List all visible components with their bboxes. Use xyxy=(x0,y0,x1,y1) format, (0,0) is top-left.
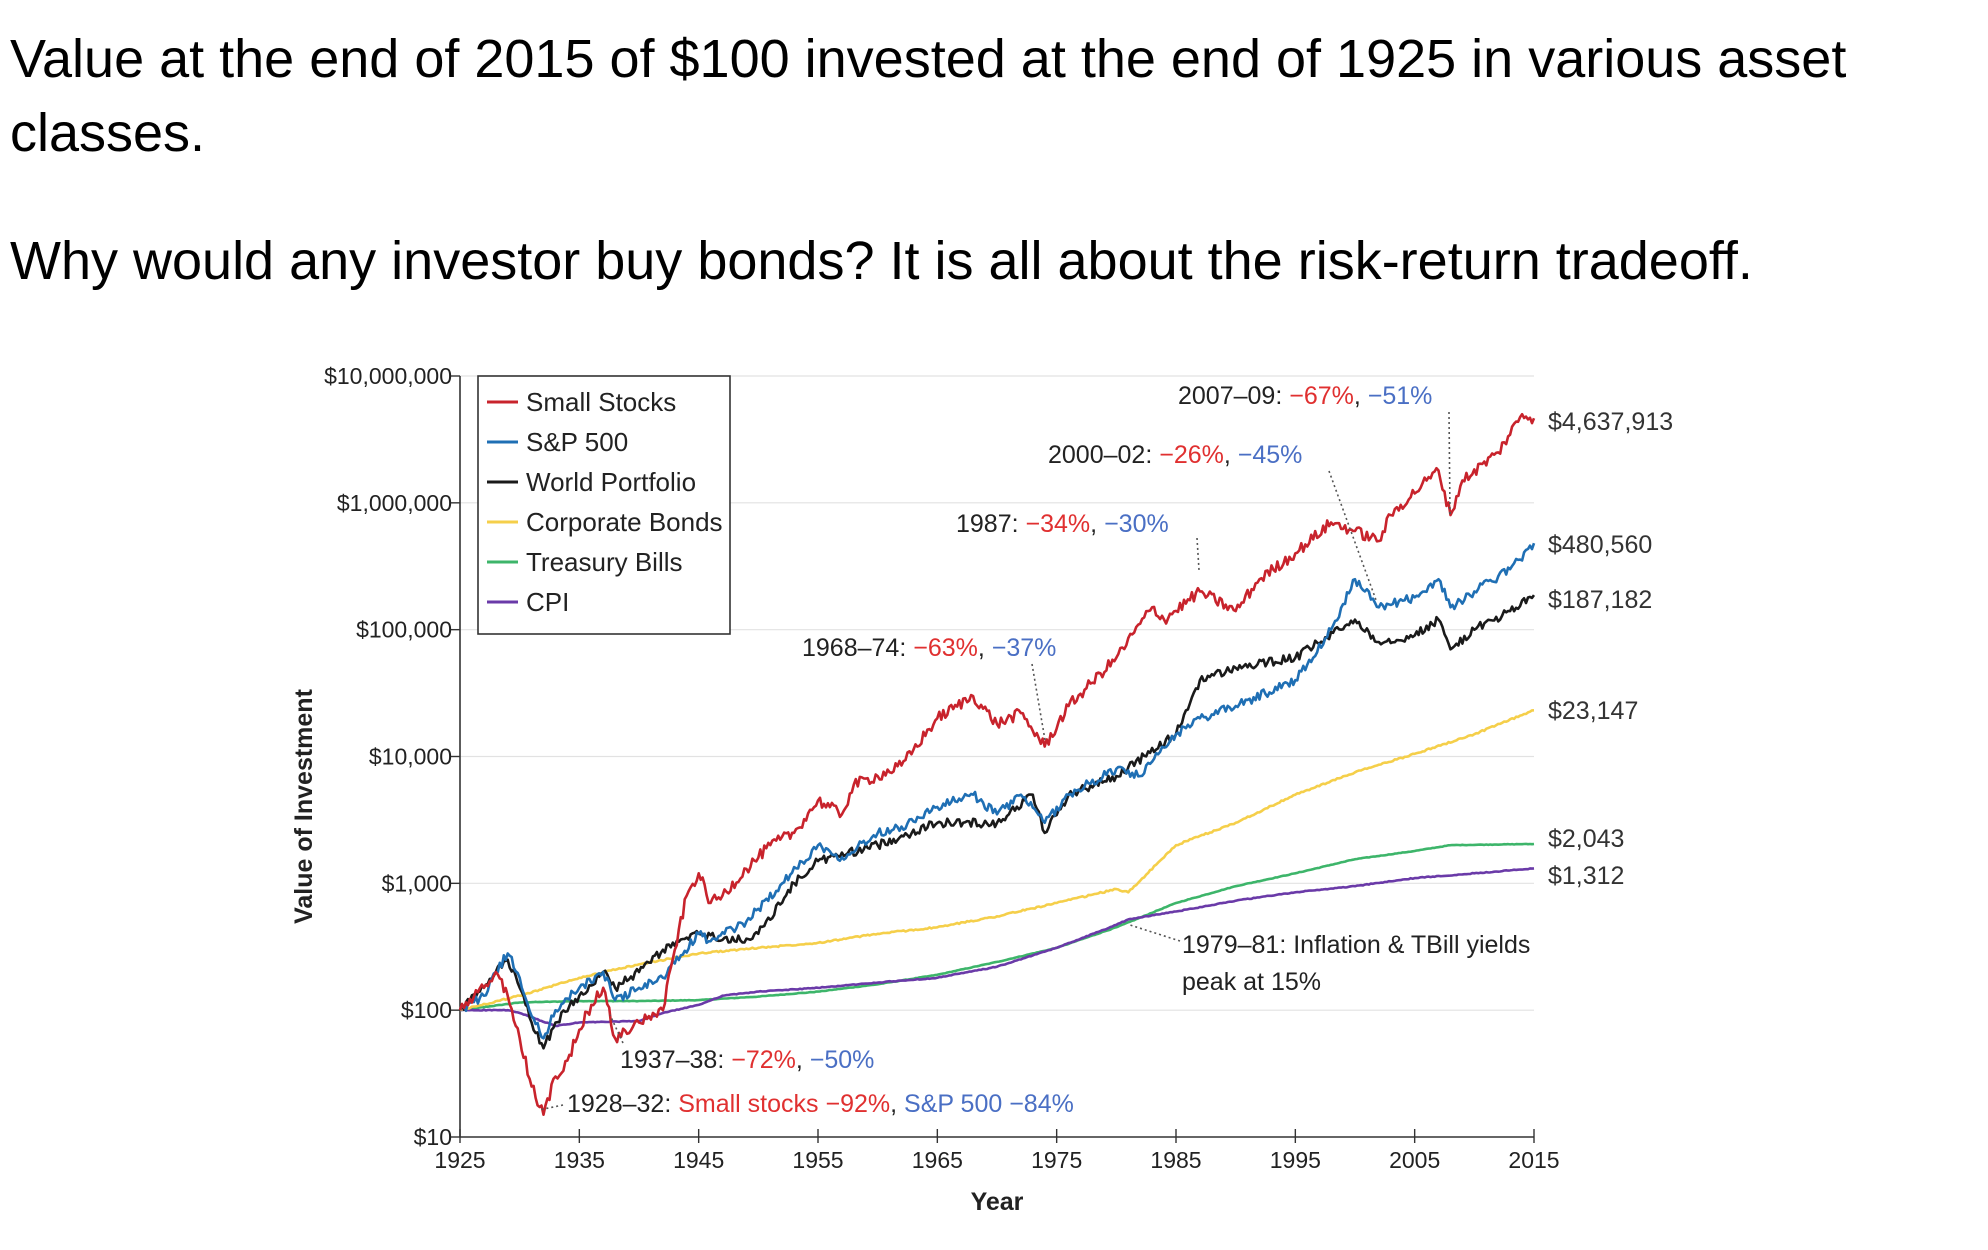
annotations: 2007–09: −67%, −51% 2000–02: −26%, −45% 19… xyxy=(538,382,1530,1118)
annotation-part: 2007–09: xyxy=(1178,382,1289,410)
annotation-part: , xyxy=(1090,510,1104,538)
series-line-treasury-bills xyxy=(459,842,1535,1012)
legend-label-world-portfolio: World Portfolio xyxy=(526,467,696,497)
annotation-part: 1928–32: xyxy=(567,1090,678,1118)
series-line-sp500 xyxy=(458,542,1536,1040)
annotation-leader xyxy=(1448,411,1451,516)
annotation-2: 2000–02: −26%, −45% xyxy=(1048,441,1302,469)
legend-label-sp500: S&P 500 xyxy=(526,427,628,457)
y-tick-label: $1,000 xyxy=(382,870,452,896)
annotation-part: −72% xyxy=(731,1046,796,1074)
annotation-part: −51% xyxy=(1368,382,1433,410)
heading-question: Why would any investor buy bonds? It is … xyxy=(10,231,1753,291)
annotation-part: , xyxy=(1354,382,1368,410)
annotation-3: 1987: −34%, −30% xyxy=(956,510,1169,538)
annotation-1: 2007–09: −67%, −51% xyxy=(1178,382,1432,410)
annotation-part: −37% xyxy=(992,634,1057,662)
annotation-part: 1979–81: Inflation & TBill yields xyxy=(1182,931,1530,959)
series-line-world-portfolio xyxy=(458,594,1536,1050)
heading-title: Value at the end of 2015 of $100 investe… xyxy=(10,29,1847,163)
annotation-4: 1968–74: −63%, −37% xyxy=(802,634,1056,662)
x-tick-label: 1985 xyxy=(1150,1147,1201,1173)
annotation-7: 1979–81: Inflation & TBill yields xyxy=(1182,931,1530,959)
annotation-part: −63% xyxy=(913,634,978,662)
annotation-part: 1987: xyxy=(956,510,1026,538)
end-label-cpi: $1,312 xyxy=(1548,862,1624,890)
x-tick-label: 1935 xyxy=(554,1147,605,1173)
annotation-part: 1968–74: xyxy=(802,634,913,662)
annotation-leader xyxy=(1031,663,1046,741)
x-tick-label: 1955 xyxy=(792,1147,843,1173)
annotation-part: 1937–38: xyxy=(620,1046,731,1074)
annotation-part: −45% xyxy=(1238,441,1303,469)
axes: $10 $100 $1,000 $10,000 $100,000 $1,000,000 $1… xyxy=(290,363,1560,1216)
annotation-part: S&P 500 −84% xyxy=(904,1090,1074,1118)
y-tick-label: $1,000,000 xyxy=(337,490,452,516)
end-label-corporate-bonds: $23,147 xyxy=(1548,697,1638,725)
x-tick-label: 1925 xyxy=(434,1147,485,1173)
series-line-corporate-bonds xyxy=(459,709,1535,1012)
y-axis-title: Value of Investment xyxy=(290,688,318,923)
x-tick-label: 1965 xyxy=(912,1147,963,1173)
y-tick-label: $100,000 xyxy=(356,617,452,643)
end-label-sp500: $480,560 xyxy=(1548,531,1652,559)
x-axis-title: Year xyxy=(971,1188,1024,1216)
annotation-part: −50% xyxy=(810,1046,875,1074)
legend-label-small-stocks: Small Stocks xyxy=(526,387,676,417)
end-label-small-stocks: $4,637,913 xyxy=(1548,408,1673,436)
y-tick-label: $10,000 xyxy=(369,744,452,770)
annotation-leader xyxy=(1129,924,1181,942)
series-line-small-stocks xyxy=(458,412,1536,1116)
series xyxy=(458,412,1536,1116)
end-label-treasury-bills: $2,043 xyxy=(1548,825,1624,853)
annotation-part: , xyxy=(1224,441,1238,469)
x-tick-label: 2015 xyxy=(1508,1147,1559,1173)
legend: Small Stocks S&P 500 World Portfolio Corpor… xyxy=(477,375,731,635)
annotation-part: peak at 15% xyxy=(1182,968,1321,996)
annotation-part: 2000–02: xyxy=(1048,441,1159,469)
x-tick-label: 1945 xyxy=(673,1147,724,1173)
annotation-part: −67% xyxy=(1289,382,1354,410)
x-tick-label: 2005 xyxy=(1389,1147,1440,1173)
annotation-6: 1928–32: Small stocks −92%, S&P 500 −84% xyxy=(567,1090,1074,1118)
legend-label-corporate-bonds: Corporate Bonds xyxy=(526,507,723,537)
end-label-world-portfolio: $187,182 xyxy=(1548,586,1652,614)
x-tick-label: 1995 xyxy=(1270,1147,1321,1173)
legend-label-cpi: CPI xyxy=(526,587,569,617)
annotation-part: Small stocks −92% xyxy=(678,1090,890,1118)
annotation-part: −30% xyxy=(1104,510,1169,538)
annotation-part: , xyxy=(890,1090,904,1118)
legend-label-treasury-bills: Treasury Bills xyxy=(526,547,683,577)
legend-box xyxy=(477,375,731,635)
y-tick-label: $10 xyxy=(414,1124,452,1150)
annotation-part: −34% xyxy=(1026,510,1091,538)
annotation-part: , xyxy=(978,634,992,662)
x-tick-label: 1975 xyxy=(1031,1147,1082,1173)
y-tick-label: $100 xyxy=(401,997,452,1023)
annotation-5: 1937–38: −72%, −50% xyxy=(620,1046,874,1074)
y-tick-label: $10,000,000 xyxy=(324,363,452,389)
annotation-leader xyxy=(1196,537,1200,571)
annotation-part: −26% xyxy=(1159,441,1224,469)
annotation-8: peak at 15% xyxy=(1182,968,1321,996)
annotation-leader xyxy=(538,1104,564,1111)
annotation-part: , xyxy=(796,1046,810,1074)
annotation-leader xyxy=(609,1014,624,1044)
end-labels: $4,637,913 $480,560 $187,182 $23,147 $2,043 $… xyxy=(1548,408,1673,890)
